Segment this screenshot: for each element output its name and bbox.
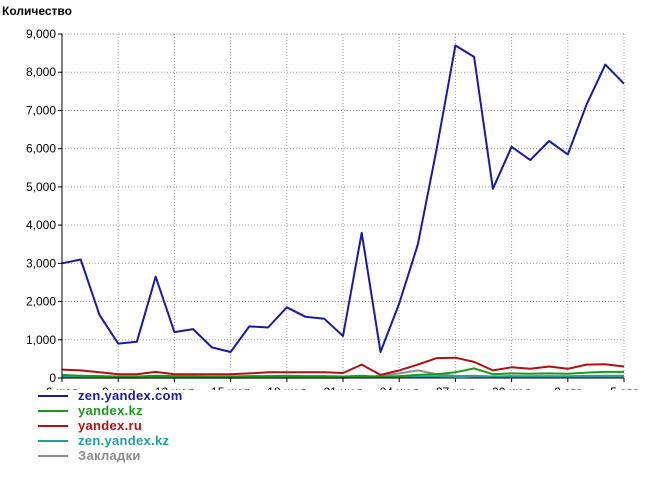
- y-tick-label: 2,000: [26, 295, 56, 309]
- series-line-yandex-kz: [61, 367, 624, 378]
- x-tick-label: 5 авг: [610, 385, 638, 390]
- y-tick-label: 5,000: [26, 180, 56, 194]
- legend-label: zen.yandex.com: [78, 388, 183, 403]
- x-tick-label: 30 июл: [492, 385, 531, 390]
- x-tick-label: 9 июл: [102, 385, 134, 390]
- legend-item: zen.yandex.com: [38, 388, 183, 403]
- x-tick-label: 2 авг: [554, 385, 582, 390]
- series-line-yandex-ru: [61, 356, 625, 376]
- legend-item: yandex.ru: [38, 418, 183, 433]
- series-line-zen-yandex-com: [61, 44, 625, 353]
- legend-swatch: [38, 424, 68, 427]
- x-tick-label: 24 июл: [380, 385, 419, 390]
- legend-label: yandex.kz: [78, 403, 143, 418]
- y-tick-label: 9,000: [26, 27, 56, 41]
- legend-item: yandex.kz: [38, 403, 183, 418]
- x-tick-labels: 6 июл 9 июл 12 июл 15 июл 18 июл 21 июл 24 июл…: [46, 385, 639, 390]
- y-tick-label: 4,000: [26, 218, 56, 232]
- axes: [58, 33, 625, 382]
- y-tick-label: 1,000: [26, 333, 56, 347]
- x-tick-label: 15 июл: [211, 385, 250, 390]
- y-axis-title: Количество: [2, 4, 72, 18]
- legend-label: zen.yandex.kz: [78, 433, 170, 448]
- legend-item: zen.yandex.kz: [38, 433, 183, 448]
- x-tick-label: 12 июл: [155, 385, 194, 390]
- legend-swatch: [38, 409, 68, 412]
- x-tick-label: 6 июл: [46, 385, 78, 390]
- x-tick-label: 27 июл: [436, 385, 475, 390]
- line-chart: Количество 0 1,000 2,000 3,000 4,000 5,000 6,0…: [2, 4, 639, 390]
- y-tick-label: 3,000: [26, 256, 56, 270]
- y-tick-label: 6,000: [26, 142, 56, 156]
- y-tick-label: 0: [49, 371, 56, 385]
- legend-label: yandex.ru: [78, 418, 143, 433]
- legend-swatch: [38, 394, 68, 397]
- legend-item: Закладки: [38, 448, 183, 463]
- x-tick-label: 21 июл: [323, 385, 362, 390]
- chart-legend: zen.yandex.com yandex.kz yandex.ru zen.yand…: [38, 388, 183, 463]
- legend-swatch: [38, 454, 68, 457]
- y-tick-labels: 0 1,000 2,000 3,000 4,000 5,000 6,000 7,000 8,00…: [26, 27, 56, 385]
- legend-label: Закладки: [78, 448, 141, 463]
- legend-swatch: [38, 439, 68, 442]
- y-tick-label: 7,000: [26, 103, 56, 117]
- x-tick-label: 18 июл: [267, 385, 306, 390]
- y-tick-label: 8,000: [26, 65, 56, 79]
- grid-lines: [62, 33, 625, 378]
